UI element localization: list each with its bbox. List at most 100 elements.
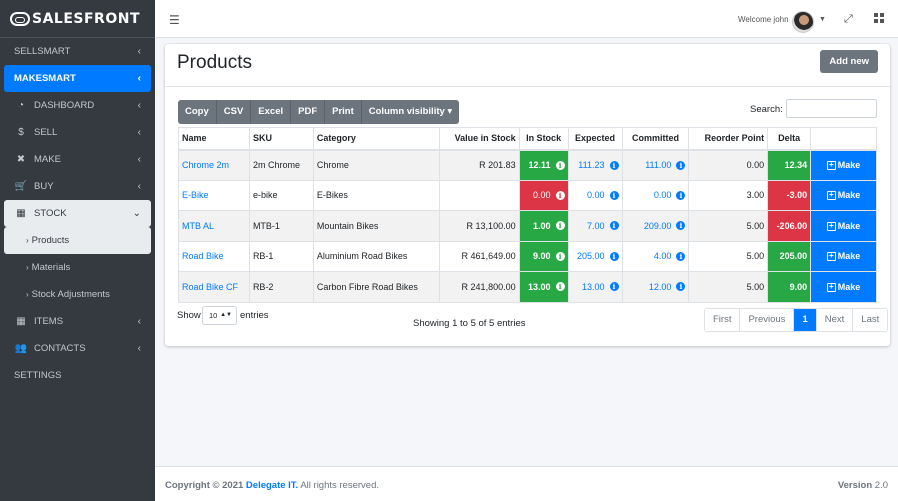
next-page-button[interactable]: Next bbox=[816, 309, 854, 331]
committed-link[interactable]: 111.00 bbox=[645, 160, 672, 170]
committed-link[interactable]: 209.00 bbox=[643, 220, 672, 231]
sidebar-item-label: Stock Adjustments bbox=[31, 289, 110, 300]
sidebar-item-buy[interactable]: 🛒 BUY ‹ bbox=[4, 173, 151, 200]
last-page-button[interactable]: Last bbox=[853, 309, 888, 331]
committed-link[interactable]: 4.00 bbox=[653, 251, 672, 262]
cell-name: Chrome 2m bbox=[178, 149, 250, 181]
make-button[interactable]: + Make bbox=[810, 210, 877, 242]
col-committed[interactable]: Committed bbox=[621, 127, 690, 151]
expected-link[interactable]: 0.00 bbox=[586, 190, 605, 201]
sidebar-item-makesmart[interactable]: MAKESMART ‹ bbox=[4, 65, 151, 92]
sidebar-item-contacts[interactable]: 👥 CONTACTS ‹ bbox=[4, 335, 151, 362]
make-button-label: Make bbox=[837, 220, 861, 231]
add-new-button[interactable]: Add new bbox=[820, 50, 878, 73]
sidebar-item-stock-adjustments[interactable]: › Stock Adjustments bbox=[4, 281, 151, 308]
previous-page-button[interactable]: Previous bbox=[740, 309, 795, 331]
sidebar-item-sellsmart[interactable]: SELLSMART ‹ bbox=[4, 38, 151, 65]
product-link[interactable]: MTB AL bbox=[182, 220, 215, 231]
committed-link[interactable]: 12.00 bbox=[648, 281, 672, 292]
avatar[interactable] bbox=[792, 11, 814, 33]
col-value-in-stock[interactable]: Value in Stock bbox=[438, 127, 520, 151]
sidebar-item-settings[interactable]: SETTINGS bbox=[4, 362, 151, 389]
sidebar-item-items[interactable]: ▦ ITEMS ‹ bbox=[4, 308, 151, 335]
sidebar-item-materials[interactable]: › Materials bbox=[4, 254, 151, 281]
expected-link[interactable]: 205.00 bbox=[576, 251, 605, 262]
first-page-button[interactable]: First bbox=[705, 309, 741, 331]
info-icon[interactable]: i bbox=[555, 221, 565, 231]
expected-link[interactable]: 7.00 bbox=[586, 220, 605, 231]
print-button[interactable]: Print bbox=[325, 100, 362, 124]
info-icon[interactable]: i bbox=[676, 221, 686, 231]
sidebar-item-make[interactable]: ✖ MAKE ‹ bbox=[4, 146, 151, 173]
cell-sku: RB-1 bbox=[248, 240, 314, 272]
info-icon[interactable]: i bbox=[676, 190, 686, 200]
cell-expected: 205.00 i bbox=[567, 240, 623, 272]
products-card: Products Add new Copy CSV Excel PDF Prin… bbox=[165, 44, 890, 346]
company-link[interactable]: Delegate IT. bbox=[245, 480, 299, 491]
info-icon[interactable]: i bbox=[676, 282, 686, 292]
make-button-label: Make bbox=[837, 190, 861, 201]
brand-name: SALESFRONT bbox=[32, 10, 140, 27]
chevron-left-icon: ‹ bbox=[137, 127, 141, 138]
sidebar-item-sell[interactable]: $ SELL ‹ bbox=[4, 119, 151, 146]
csv-button[interactable]: CSV bbox=[217, 100, 252, 124]
make-button[interactable]: + Make bbox=[810, 149, 877, 181]
excel-button[interactable]: Excel bbox=[251, 100, 292, 124]
info-icon[interactable]: i bbox=[609, 251, 619, 261]
info-icon[interactable]: i bbox=[555, 160, 565, 170]
cell-reorder-point: 5.00 bbox=[688, 271, 769, 303]
copyright: Copyright © 2021 Delegate IT. All rights… bbox=[165, 480, 379, 491]
col-delta[interactable]: Delta bbox=[767, 127, 812, 151]
col-actions bbox=[810, 127, 877, 151]
product-link[interactable]: Road Bike bbox=[182, 251, 224, 262]
expected-link[interactable]: 111.23 bbox=[578, 160, 605, 170]
info-icon[interactable]: i bbox=[555, 251, 565, 261]
copy-button[interactable]: Copy bbox=[178, 100, 217, 124]
user-dropdown-caret-icon[interactable]: ▼ bbox=[819, 16, 826, 23]
col-name[interactable]: Name bbox=[178, 127, 250, 151]
cell-expected: 13.00 i bbox=[567, 271, 623, 303]
committed-link[interactable]: 0.00 bbox=[653, 190, 672, 201]
cell-in-stock: 1.00 i bbox=[518, 210, 569, 242]
col-sku[interactable]: SKU bbox=[248, 127, 314, 151]
make-button[interactable]: + Make bbox=[810, 179, 877, 211]
col-category[interactable]: Category bbox=[312, 127, 440, 151]
sidebar-item-products[interactable]: › Products bbox=[4, 227, 151, 254]
page-length-select[interactable]: 10 ▲▼ bbox=[202, 306, 237, 325]
apps-grid-icon[interactable] bbox=[874, 13, 884, 23]
in-stock-value: 1.00 bbox=[533, 220, 551, 231]
expected-link[interactable]: 13.00 bbox=[581, 281, 605, 292]
product-link[interactable]: E-Bike bbox=[182, 190, 209, 201]
page-title: Products bbox=[177, 52, 252, 73]
column-visibility-button[interactable]: Column visibility ▾ bbox=[362, 100, 459, 124]
sidebar-item-label: SELL bbox=[34, 127, 58, 138]
info-icon[interactable]: i bbox=[555, 282, 565, 292]
brand[interactable]: SALESFRONT bbox=[0, 0, 155, 38]
info-icon[interactable]: i bbox=[609, 190, 619, 200]
info-icon[interactable]: i bbox=[676, 251, 686, 261]
menu-toggle-icon[interactable]: ☰ bbox=[169, 13, 180, 27]
info-icon[interactable]: i bbox=[609, 160, 619, 170]
sidebar-item-dashboard[interactable]: ◔ DASHBOARD ‹ bbox=[4, 92, 151, 119]
make-button[interactable]: + Make bbox=[810, 240, 877, 272]
cell-delta: 9.00 bbox=[767, 271, 812, 303]
cell-delta: 12.34 bbox=[767, 149, 812, 181]
col-expected[interactable]: Expected bbox=[567, 127, 623, 151]
col-reorder-point[interactable]: Reorder Point bbox=[688, 127, 769, 151]
pdf-button[interactable]: PDF bbox=[291, 100, 326, 124]
info-icon[interactable]: i bbox=[676, 160, 686, 170]
search-input[interactable] bbox=[786, 99, 877, 118]
info-icon[interactable]: i bbox=[609, 221, 619, 231]
sidebar-item-stock[interactable]: ▦ STOCK ⌄ bbox=[4, 200, 151, 227]
col-in-stock[interactable]: In Stock bbox=[518, 127, 569, 151]
plus-square-icon: + bbox=[826, 191, 836, 201]
page-1-button[interactable]: 1 bbox=[794, 309, 817, 331]
chevron-left-icon: ‹ bbox=[137, 73, 141, 84]
product-link[interactable]: Chrome 2m bbox=[182, 160, 230, 170]
info-icon[interactable]: i bbox=[609, 282, 619, 292]
table-row: Chrome 2m 2m Chrome Chrome R 201.83 12.11 i 11… bbox=[178, 149, 877, 181]
product-link[interactable]: Road Bike CF bbox=[182, 281, 239, 292]
fullscreen-icon[interactable]: ⤢ bbox=[844, 13, 853, 25]
info-icon[interactable]: i bbox=[555, 190, 565, 200]
make-button[interactable]: + Make bbox=[810, 271, 877, 303]
